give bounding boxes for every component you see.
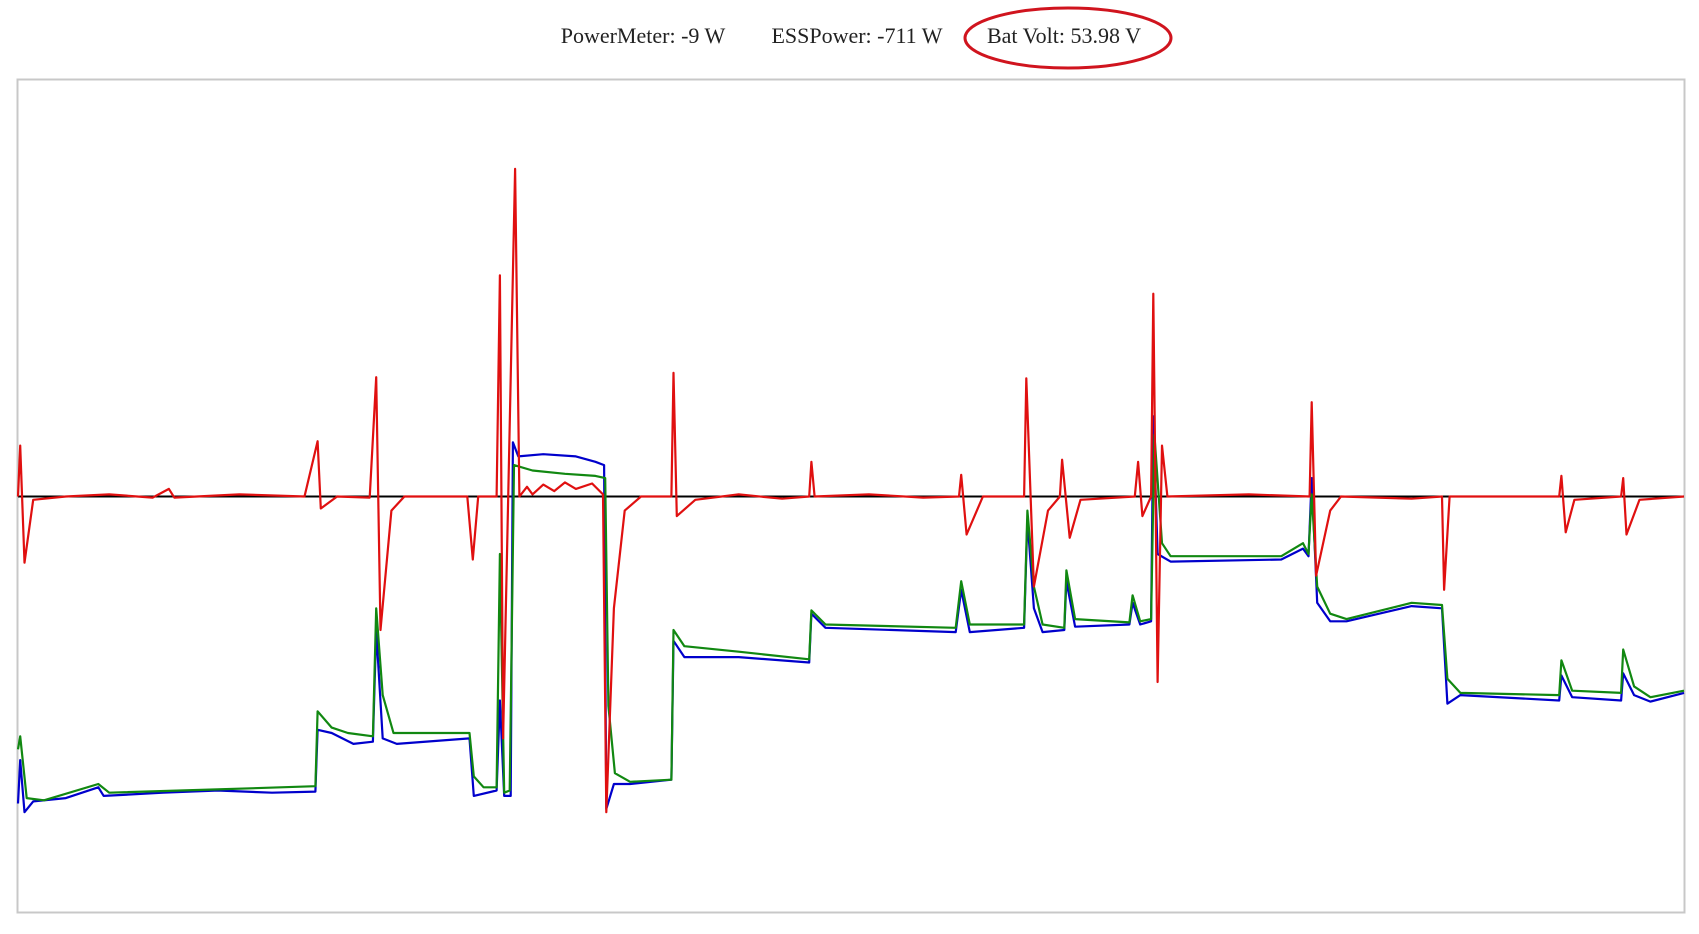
plot	[16, 167, 1685, 814]
bat-volt-reading: Bat Volt: 53.98 V	[987, 23, 1141, 48]
series-line	[16, 167, 1685, 814]
power-meter-reading: PowerMeter: -9 W	[561, 23, 726, 48]
ess-power-reading: ESSPower: -711 W	[771, 23, 942, 48]
highlight-ellipse	[963, 6, 1173, 70]
series-line	[16, 433, 1685, 802]
